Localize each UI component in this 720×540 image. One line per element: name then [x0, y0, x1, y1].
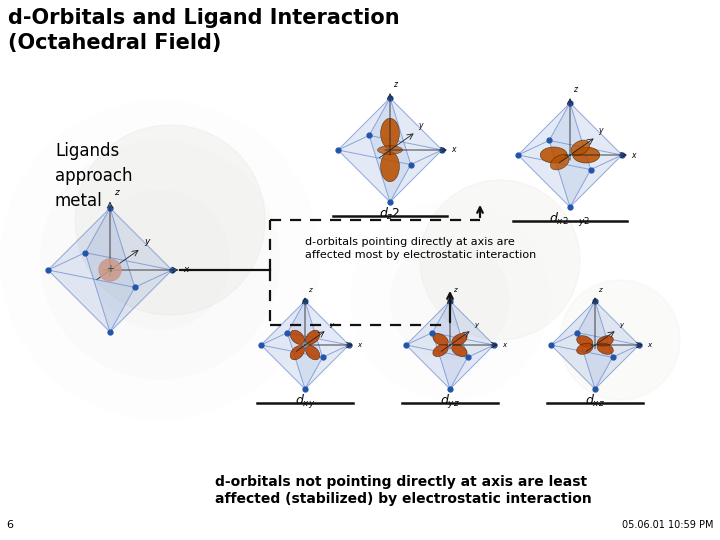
- Text: z: z: [307, 287, 311, 293]
- Circle shape: [75, 125, 265, 315]
- Text: x: x: [357, 342, 361, 348]
- Text: $d_{x2-y2}$: $d_{x2-y2}$: [549, 211, 590, 229]
- Text: x: x: [183, 266, 189, 274]
- Circle shape: [420, 180, 580, 340]
- Polygon shape: [406, 301, 494, 389]
- Polygon shape: [85, 208, 135, 332]
- Text: Ligands
approach
metal: Ligands approach metal: [55, 142, 132, 210]
- Text: affected (stabilized) by electrostatic interaction: affected (stabilized) by electrostatic i…: [215, 492, 592, 506]
- Text: x: x: [451, 145, 456, 154]
- Text: y: y: [474, 322, 478, 328]
- Text: z: z: [573, 85, 577, 93]
- Ellipse shape: [433, 345, 449, 356]
- Text: z: z: [453, 287, 456, 293]
- Polygon shape: [48, 208, 172, 332]
- Polygon shape: [261, 301, 349, 389]
- Circle shape: [90, 190, 230, 330]
- Ellipse shape: [290, 346, 305, 360]
- Text: $d_{xy}$: $d_{xy}$: [294, 393, 315, 411]
- Circle shape: [350, 200, 550, 400]
- Ellipse shape: [550, 154, 569, 170]
- Ellipse shape: [540, 147, 567, 163]
- Text: z: z: [393, 79, 397, 89]
- Ellipse shape: [571, 140, 590, 156]
- Ellipse shape: [451, 333, 467, 346]
- Polygon shape: [549, 103, 591, 207]
- Ellipse shape: [451, 345, 467, 356]
- Text: y: y: [619, 322, 624, 328]
- Circle shape: [40, 140, 280, 380]
- Polygon shape: [338, 98, 442, 202]
- Text: x: x: [631, 151, 636, 159]
- Text: y: y: [598, 126, 603, 135]
- Ellipse shape: [597, 343, 613, 354]
- Text: d-Orbitals and Ligand Interaction: d-Orbitals and Ligand Interaction: [8, 8, 400, 28]
- Circle shape: [0, 100, 320, 420]
- Ellipse shape: [377, 146, 402, 154]
- Text: $d_{xz}$: $d_{xz}$: [585, 393, 605, 409]
- Text: $d_{yz}$: $d_{yz}$: [440, 393, 460, 411]
- Text: (Octahedral Field): (Octahedral Field): [8, 33, 221, 53]
- Polygon shape: [369, 98, 411, 202]
- Ellipse shape: [572, 147, 600, 163]
- Ellipse shape: [305, 330, 320, 345]
- Ellipse shape: [597, 336, 613, 347]
- Ellipse shape: [381, 152, 400, 181]
- Ellipse shape: [305, 346, 320, 360]
- Text: $d_z2$: $d_z2$: [379, 206, 401, 222]
- Polygon shape: [287, 301, 323, 389]
- Text: x: x: [502, 342, 506, 348]
- Ellipse shape: [577, 343, 593, 354]
- Ellipse shape: [577, 336, 593, 347]
- Polygon shape: [577, 301, 613, 389]
- Text: y: y: [144, 238, 150, 246]
- Text: +: +: [106, 264, 114, 274]
- Text: d-orbitals pointing directly at axis are
affected most by electrostatic interact: d-orbitals pointing directly at axis are…: [305, 237, 536, 260]
- Polygon shape: [518, 103, 622, 207]
- Text: y: y: [418, 122, 423, 130]
- Ellipse shape: [290, 330, 305, 345]
- Text: z: z: [598, 287, 601, 293]
- Ellipse shape: [433, 333, 449, 346]
- Text: 6: 6: [6, 520, 13, 530]
- Polygon shape: [433, 301, 467, 389]
- Circle shape: [99, 259, 121, 281]
- Text: x: x: [647, 342, 651, 348]
- Circle shape: [560, 280, 680, 400]
- Text: y: y: [329, 322, 333, 328]
- Polygon shape: [551, 301, 639, 389]
- Text: d-orbitals not pointing directly at axis are least: d-orbitals not pointing directly at axis…: [215, 475, 587, 489]
- Text: 05.06.01 10:59 PM: 05.06.01 10:59 PM: [623, 520, 714, 530]
- Text: z: z: [114, 188, 119, 197]
- Ellipse shape: [381, 118, 400, 149]
- Circle shape: [390, 240, 510, 360]
